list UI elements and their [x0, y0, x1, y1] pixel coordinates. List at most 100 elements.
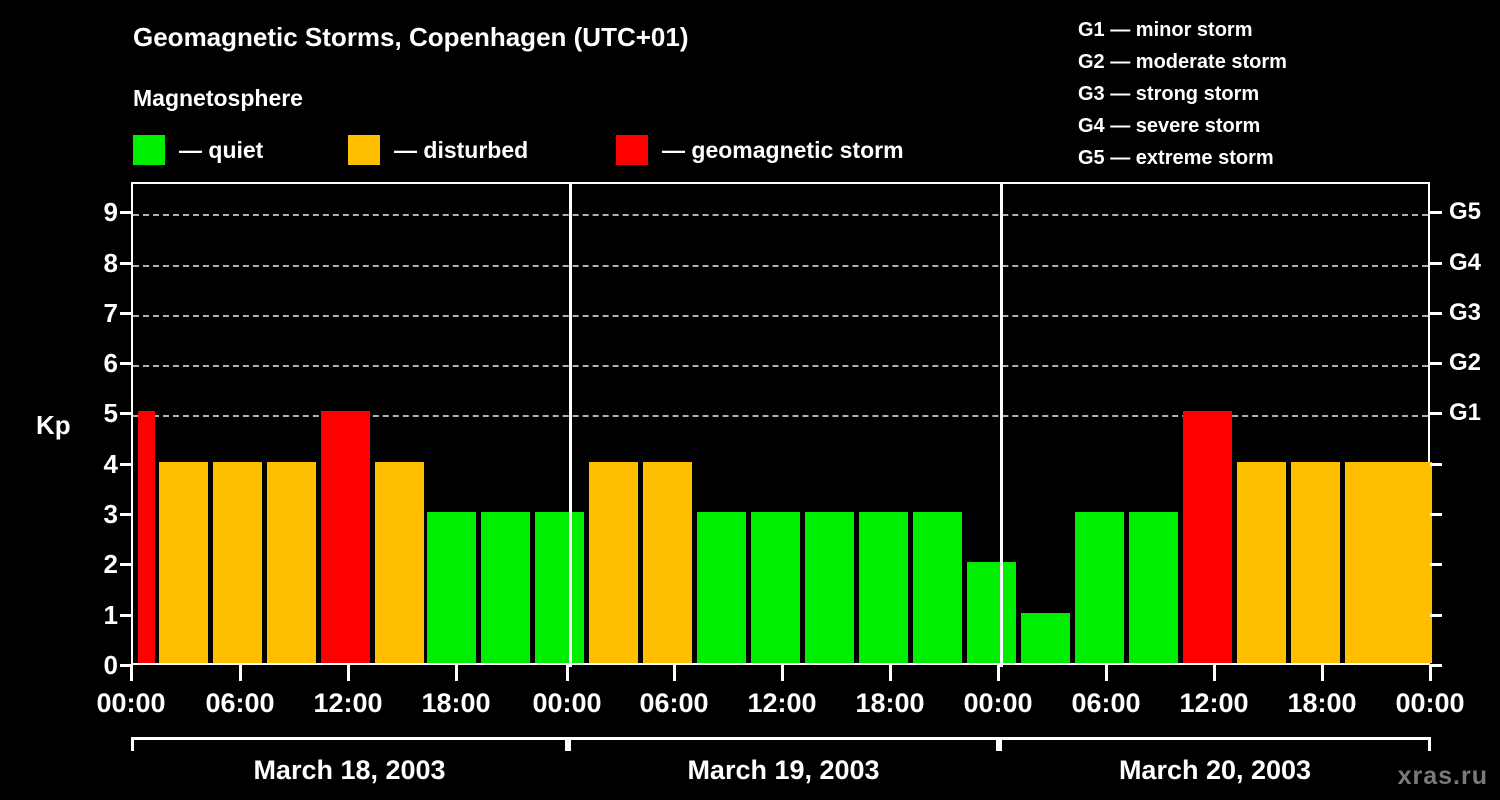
y-tick-mark-5	[120, 412, 131, 416]
plot-area	[131, 182, 1432, 667]
y-tick-label-6: 6	[103, 348, 118, 379]
right-tick-mark-1	[1430, 613, 1442, 617]
bar-kp-10	[643, 461, 692, 663]
y-tick-label-5: 5	[103, 398, 118, 429]
legend-swatch-quiet	[133, 135, 165, 165]
g-legend-item-g3: G3 — strong storm	[1078, 83, 1260, 105]
day-bracket-3	[999, 737, 1431, 751]
x-tick-label-6: 12:00	[747, 688, 817, 718]
y-tick-label-7: 7	[103, 297, 118, 328]
x-tick-mark-2	[347, 665, 350, 681]
g-tick-label-g2: G2	[1449, 349, 1482, 377]
bar-kp-17	[1021, 612, 1070, 663]
g-tick-label-g3: G3	[1449, 298, 1482, 326]
bar-kp-11	[697, 512, 746, 663]
y-tick-mark-6	[120, 362, 131, 366]
g-legend-item-g2: G2 — moderate storm	[1078, 51, 1287, 73]
bar-kp-19	[1129, 512, 1178, 663]
x-tick-label-3: 18:00	[421, 688, 491, 718]
x-tick-label-2: 12:00	[313, 688, 383, 718]
y-tick-label-2: 2	[103, 549, 118, 580]
x-tick-mark-12	[1429, 665, 1432, 681]
bar-kp-3	[267, 461, 316, 663]
x-tick-label-4: 00:00	[532, 688, 602, 718]
bar-kp-22	[1291, 461, 1340, 663]
series-title: Magnetosphere	[133, 85, 303, 111]
x-tick-mark-6	[781, 665, 784, 681]
bar-kp-24	[1383, 461, 1432, 663]
day-bracket-1	[131, 737, 568, 751]
page-title: Geomagnetic Storms, Copenhagen (UTC+01)	[133, 22, 689, 52]
bar-kp-13	[805, 512, 854, 663]
bar-kp-18	[1075, 512, 1124, 663]
y-tick-mark-1	[120, 613, 131, 617]
day-label-2: March 19, 2003	[687, 755, 880, 785]
x-tick-label-12: 00:00	[1395, 688, 1465, 718]
bar-kp-7	[481, 512, 530, 663]
bar-kp-12	[751, 512, 800, 663]
x-tick-mark-3	[455, 665, 458, 681]
legend-label-disturbed: — disturbed	[394, 136, 529, 163]
g-tick-label-g5: G5	[1449, 198, 1482, 226]
right-tick-mark-8	[1430, 261, 1442, 265]
g-legend-item-g1: G1 — minor storm	[1078, 19, 1253, 41]
x-tick-label-8: 00:00	[963, 688, 1033, 718]
gridline-kp-8	[133, 264, 1428, 267]
x-tick-label-9: 06:00	[1071, 688, 1141, 718]
x-tick-mark-1	[239, 665, 242, 681]
x-tick-label-10: 12:00	[1179, 688, 1249, 718]
bar-kp-0	[138, 411, 155, 663]
x-tick-label-11: 18:00	[1287, 688, 1357, 718]
gridline-kp-7	[133, 314, 1428, 317]
y-tick-mark-7	[120, 311, 131, 315]
day-label-3: March 20, 2003	[1118, 755, 1312, 785]
gridline-kp-6	[133, 365, 1428, 368]
y-tick-mark-2	[120, 563, 131, 567]
right-tick-mark-7	[1430, 311, 1442, 315]
legend-entry-disturbed: — disturbed	[348, 133, 528, 167]
bar-kp-2	[213, 461, 262, 663]
bar-kp-6	[427, 512, 476, 663]
x-tick-mark-10	[1213, 665, 1216, 681]
y-tick-mark-3	[120, 513, 131, 517]
bar-kp-20	[1183, 411, 1232, 663]
y-tick-mark-4	[120, 462, 131, 466]
x-tick-label-7: 18:00	[855, 688, 925, 718]
y-tick-label-8: 8	[103, 247, 118, 278]
bar-kp-16	[967, 562, 1016, 663]
y-tick-label-9: 9	[103, 197, 118, 228]
x-tick-label-1: 06:00	[205, 688, 275, 718]
g-legend-item-g4: G4 — severe storm	[1078, 115, 1261, 137]
y-tick-label-4: 4	[103, 448, 118, 479]
legend-entry-quiet: — quiet	[133, 133, 263, 167]
bar-kp-4	[321, 411, 370, 663]
y-tick-mark-0	[120, 664, 131, 667]
y-tick-label-3: 3	[103, 499, 118, 530]
legend-swatch-storm	[616, 135, 648, 165]
g-tick-label-g4: G4	[1449, 248, 1482, 276]
day-label-1: March 18, 2003	[253, 755, 446, 785]
x-tick-label-5: 06:00	[639, 688, 709, 718]
x-tick-mark-5	[673, 665, 676, 681]
y-tick-label-1: 1	[103, 599, 118, 630]
bar-kp-14	[859, 512, 908, 663]
x-tick-mark-9	[1105, 665, 1108, 681]
plot-inner	[133, 182, 1432, 667]
g-legend-item-g5: G5 — extreme storm	[1078, 147, 1274, 169]
bar-kp-1	[159, 461, 208, 663]
day-separator-1	[569, 182, 572, 667]
x-tick-mark-8	[997, 665, 1000, 681]
y-tick-mark-9	[120, 211, 131, 215]
right-tick-mark-9	[1430, 211, 1442, 215]
bar-kp-5	[375, 461, 424, 663]
x-tick-mark-0	[130, 665, 133, 681]
legend-swatch-disturbed	[348, 135, 380, 165]
day-separator-2	[1000, 182, 1003, 667]
bar-kp-8	[535, 512, 584, 663]
bar-kp-21	[1237, 461, 1286, 663]
x-tick-mark-4	[566, 665, 569, 681]
y-tick-mark-8	[120, 261, 131, 265]
y-tick-label-0: 0	[103, 650, 118, 680]
bar-kp-15	[913, 512, 962, 663]
legend-label-storm: — geomagnetic storm	[662, 136, 904, 163]
